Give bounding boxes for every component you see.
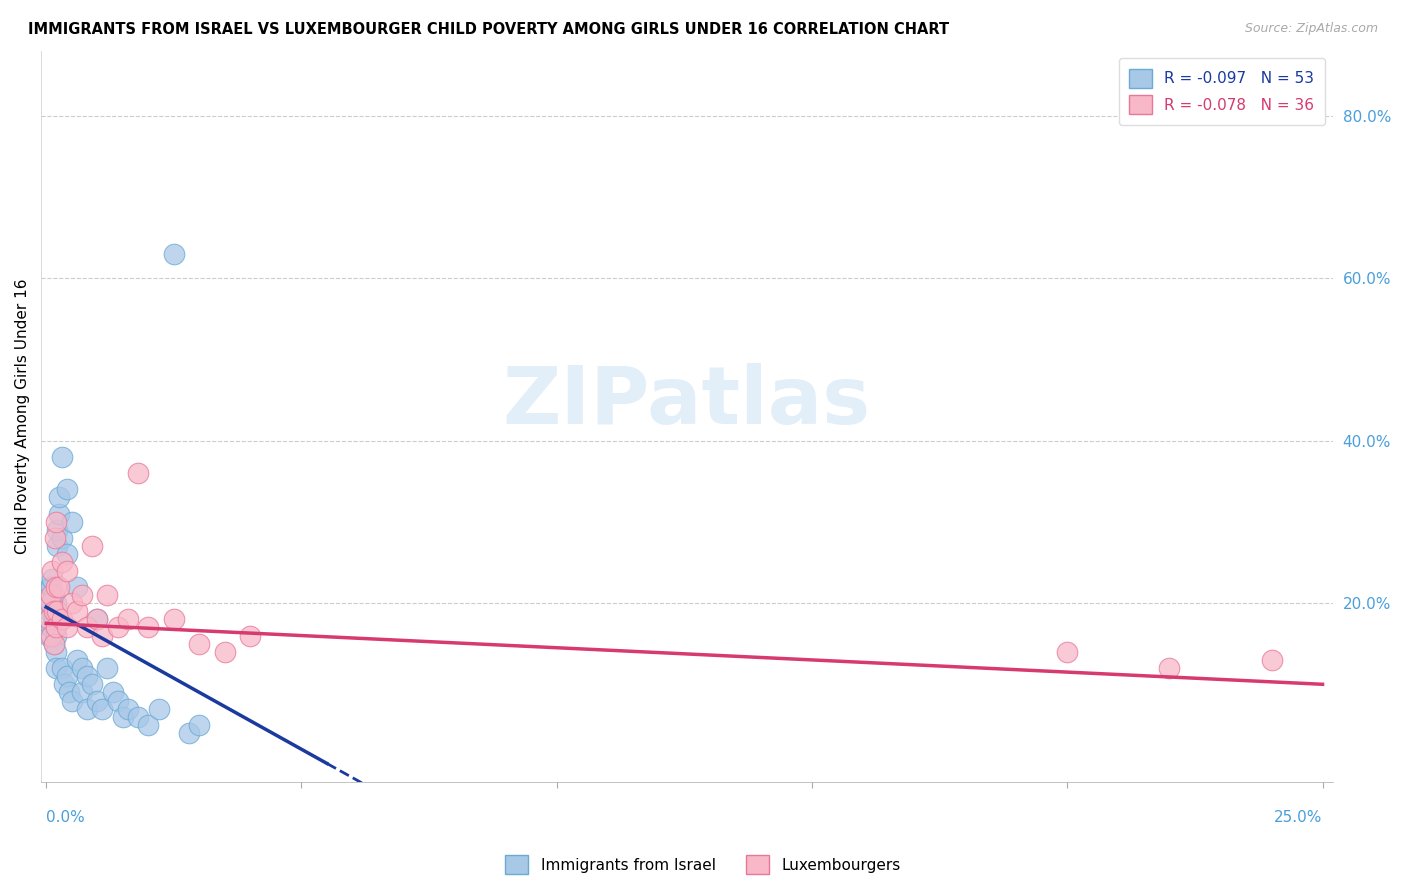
Point — [86, 612, 108, 626]
Point — [1260, 653, 1282, 667]
Point — [82, 677, 104, 691]
Point — [117, 612, 139, 626]
Point — [44, 531, 66, 545]
Point — [60, 693, 83, 707]
Point — [44, 620, 66, 634]
Point — [45, 596, 67, 610]
Point — [70, 588, 93, 602]
Point — [91, 701, 114, 715]
Point — [163, 612, 186, 626]
Point — [45, 620, 67, 634]
Point — [55, 620, 77, 634]
Legend: Immigrants from Israel, Luxembourgers: Immigrants from Israel, Luxembourgers — [499, 849, 907, 880]
Point — [41, 620, 63, 634]
Point — [70, 661, 93, 675]
Point — [117, 701, 139, 715]
Point — [41, 564, 63, 578]
Point — [55, 483, 77, 497]
Point — [82, 539, 104, 553]
Point — [66, 580, 89, 594]
Point — [58, 685, 80, 699]
Point — [42, 604, 65, 618]
Point — [214, 645, 236, 659]
Point — [239, 629, 262, 643]
Point — [45, 645, 67, 659]
Point — [44, 604, 66, 618]
Point — [163, 246, 186, 260]
Point — [179, 726, 201, 740]
Text: ZIPatlas: ZIPatlas — [503, 363, 872, 441]
Point — [107, 693, 129, 707]
Point — [45, 515, 67, 529]
Point — [42, 637, 65, 651]
Point — [51, 450, 73, 464]
Point — [136, 620, 159, 634]
Point — [38, 629, 60, 643]
Point — [111, 710, 134, 724]
Point — [45, 612, 67, 626]
Point — [41, 580, 63, 594]
Point — [41, 588, 63, 602]
Point — [45, 661, 67, 675]
Point — [46, 523, 69, 537]
Point — [66, 604, 89, 618]
Point — [38, 604, 60, 618]
Point — [188, 637, 211, 651]
Point — [55, 547, 77, 561]
Point — [101, 685, 124, 699]
Point — [127, 710, 149, 724]
Text: Source: ZipAtlas.com: Source: ZipAtlas.com — [1244, 22, 1378, 36]
Point — [86, 612, 108, 626]
Point — [42, 637, 65, 651]
Point — [60, 596, 83, 610]
Point — [148, 701, 170, 715]
Point — [45, 580, 67, 594]
Point — [41, 572, 63, 586]
Point — [51, 612, 73, 626]
Point — [41, 604, 63, 618]
Point — [48, 507, 70, 521]
Point — [66, 653, 89, 667]
Point — [1056, 645, 1078, 659]
Point — [41, 629, 63, 643]
Point — [51, 531, 73, 545]
Text: 25.0%: 25.0% — [1274, 810, 1323, 825]
Point — [51, 556, 73, 570]
Point — [55, 564, 77, 578]
Point — [60, 515, 83, 529]
Point — [42, 588, 65, 602]
Point — [39, 596, 62, 610]
Point — [48, 491, 70, 505]
Point — [86, 693, 108, 707]
Point — [39, 580, 62, 594]
Point — [96, 661, 118, 675]
Legend: R = -0.097   N = 53, R = -0.078   N = 36: R = -0.097 N = 53, R = -0.078 N = 36 — [1119, 58, 1324, 125]
Point — [76, 669, 98, 683]
Point — [70, 685, 93, 699]
Point — [46, 604, 69, 618]
Point — [76, 701, 98, 715]
Point — [38, 612, 60, 626]
Text: IMMIGRANTS FROM ISRAEL VS LUXEMBOURGER CHILD POVERTY AMONG GIRLS UNDER 16 CORREL: IMMIGRANTS FROM ISRAEL VS LUXEMBOURGER C… — [28, 22, 949, 37]
Point — [46, 539, 69, 553]
Point — [188, 718, 211, 732]
Point — [127, 466, 149, 480]
Point — [136, 718, 159, 732]
Point — [53, 677, 76, 691]
Point — [41, 596, 63, 610]
Point — [48, 580, 70, 594]
Point — [91, 629, 114, 643]
Text: 0.0%: 0.0% — [46, 810, 84, 825]
Y-axis label: Child Poverty Among Girls Under 16: Child Poverty Among Girls Under 16 — [15, 278, 30, 554]
Point — [1159, 661, 1181, 675]
Point — [42, 612, 65, 626]
Point — [55, 669, 77, 683]
Point — [45, 629, 67, 643]
Point — [96, 588, 118, 602]
Point — [76, 620, 98, 634]
Point — [107, 620, 129, 634]
Point — [51, 661, 73, 675]
